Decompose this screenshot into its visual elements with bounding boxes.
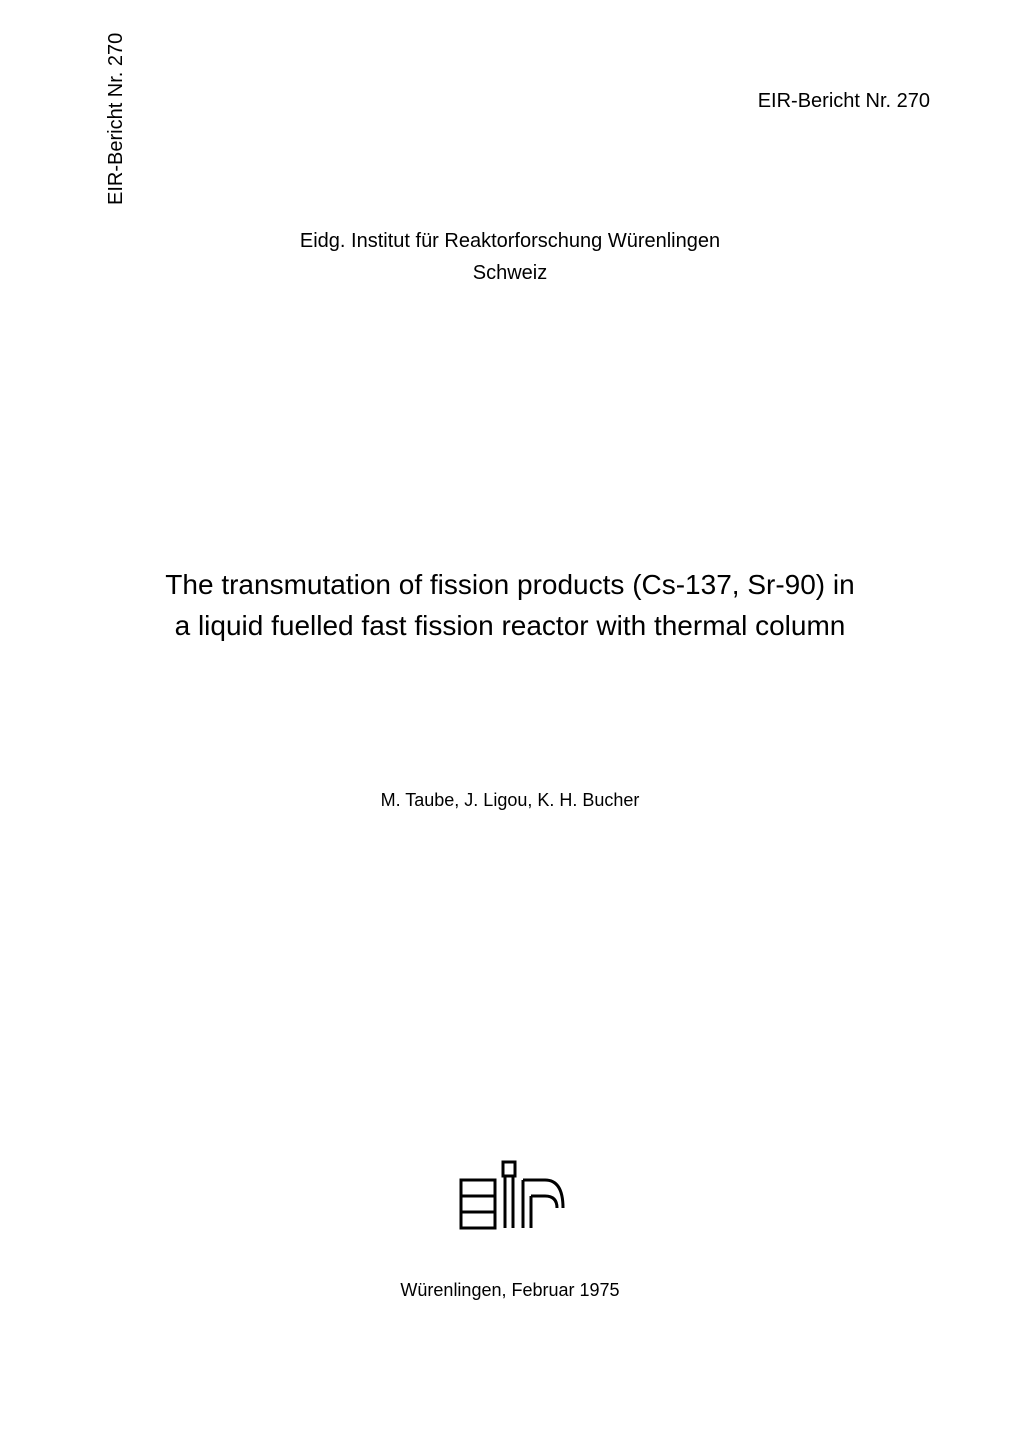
spine-report-label: EIR-Bericht Nr. 270 bbox=[105, 33, 128, 205]
title-line-1: The transmutation of fission products (C… bbox=[80, 565, 940, 606]
logo-container bbox=[0, 1160, 1020, 1240]
institute-country: Schweiz bbox=[0, 257, 1020, 289]
page-container: EIR-Bericht Nr. 270 EIR-Bericht Nr. 270 … bbox=[0, 0, 1020, 1442]
title-block: The transmutation of fission products (C… bbox=[80, 565, 940, 646]
institute-block: Eidg. Institut für Reaktorforschung Würe… bbox=[0, 225, 1020, 289]
authors: M. Taube, J. Ligou, K. H. Bucher bbox=[0, 790, 1020, 811]
institute-name: Eidg. Institut für Reaktorforschung Würe… bbox=[0, 225, 1020, 257]
header-report-label: EIR-Bericht Nr. 270 bbox=[758, 90, 930, 113]
footer-location-date: Würenlingen, Februar 1975 bbox=[0, 1280, 1020, 1301]
eir-logo-icon bbox=[455, 1160, 565, 1240]
title-line-2: a liquid fuelled fast fission reactor wi… bbox=[80, 606, 940, 647]
